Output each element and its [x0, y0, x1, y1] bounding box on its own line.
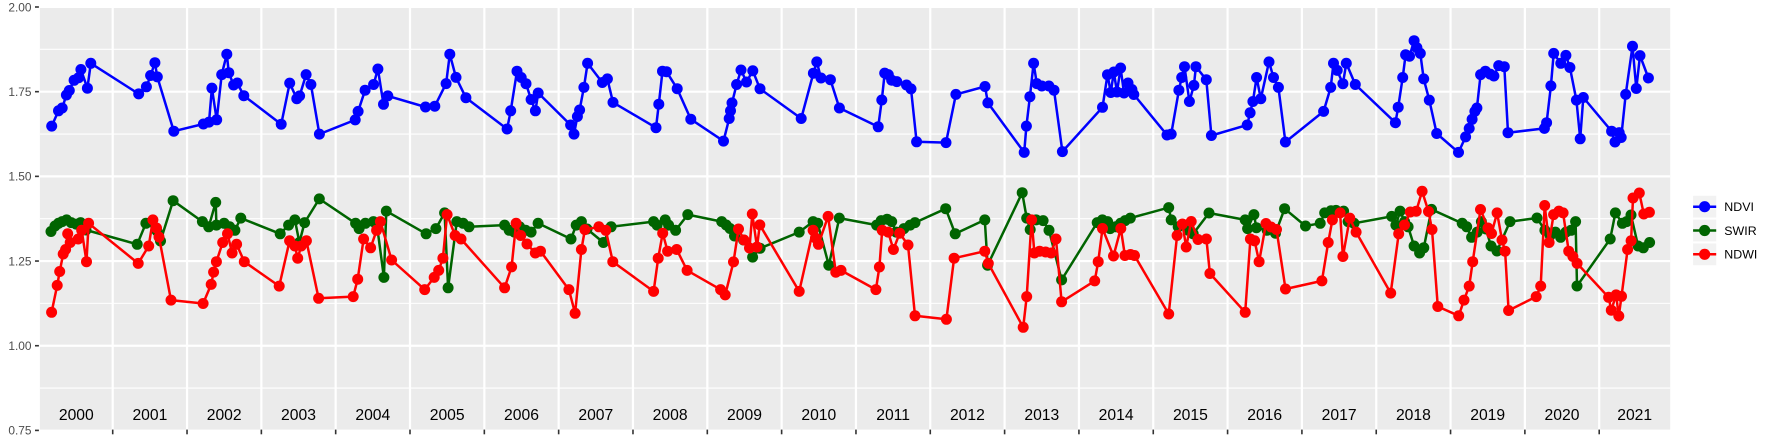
svg-text:2006: 2006: [504, 407, 539, 424]
svg-text:2015: 2015: [1173, 407, 1208, 424]
svg-text:2018: 2018: [1396, 407, 1431, 424]
svg-text:2003: 2003: [281, 407, 316, 424]
svg-text:1.00: 1.00: [8, 339, 32, 353]
svg-text:2007: 2007: [578, 407, 613, 424]
svg-text:2005: 2005: [430, 407, 465, 424]
svg-text:2020: 2020: [1545, 407, 1580, 424]
svg-text:1.25: 1.25: [8, 254, 32, 268]
svg-text:2021: 2021: [1617, 407, 1652, 424]
svg-text:2004: 2004: [355, 407, 390, 424]
svg-text:2012: 2012: [950, 407, 985, 424]
svg-text:2.00: 2.00: [8, 0, 32, 14]
svg-text:2008: 2008: [653, 407, 688, 424]
svg-text:2014: 2014: [1099, 407, 1134, 424]
svg-text:2010: 2010: [801, 407, 836, 424]
svg-text:2000: 2000: [59, 407, 94, 424]
svg-text:2016: 2016: [1247, 407, 1282, 424]
svg-text:2011: 2011: [876, 407, 910, 424]
svg-text:2019: 2019: [1470, 407, 1505, 424]
svg-text:NDWI: NDWI: [1724, 248, 1757, 262]
svg-text:2009: 2009: [727, 407, 762, 424]
svg-text:NDVI: NDVI: [1724, 200, 1754, 214]
svg-text:1.50: 1.50: [8, 170, 32, 184]
svg-text:2002: 2002: [207, 407, 242, 424]
svg-text:1.75: 1.75: [8, 85, 32, 99]
svg-text:2001: 2001: [132, 407, 167, 424]
svg-text:2013: 2013: [1024, 407, 1059, 424]
svg-text:SWIR: SWIR: [1724, 224, 1756, 238]
svg-text:0.75: 0.75: [8, 424, 32, 438]
svg-text:2017: 2017: [1322, 407, 1357, 424]
